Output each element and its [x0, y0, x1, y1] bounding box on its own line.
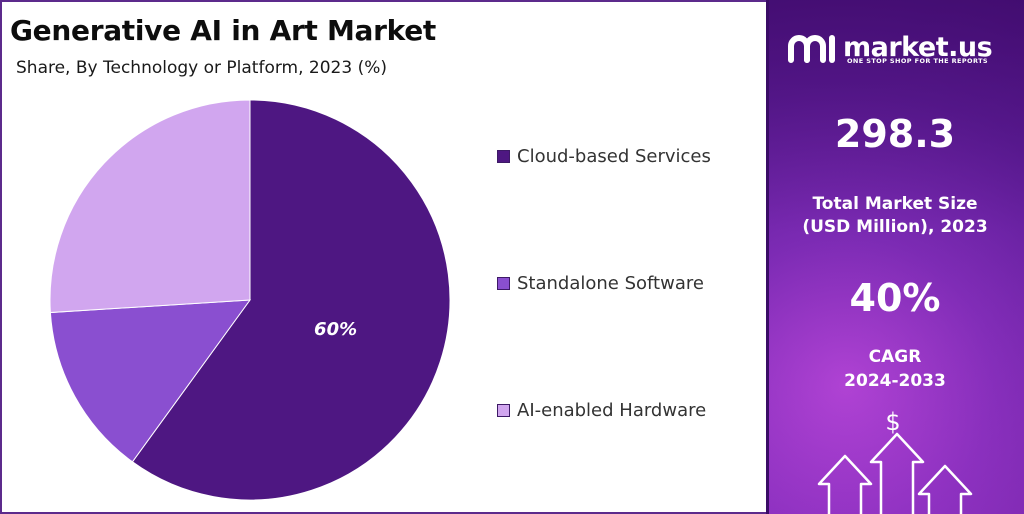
pie-chart: 60% [49, 99, 451, 501]
chart-subtitle: Share, By Technology or Platform, 2023 (… [16, 58, 388, 78]
legend-swatch [497, 150, 510, 163]
pie-slice-ai-enabled-hardware [49, 99, 251, 314]
brand-logo: market.us [787, 30, 993, 64]
legend-item-cloud-based-services: Cloud-based Services [497, 146, 711, 167]
market-size-label-line2: (USD Million), 2023 [802, 217, 988, 237]
brand-name: market.us [843, 31, 993, 63]
growth-arrows-icon: $ [817, 408, 973, 514]
legend-item-standalone-software: Standalone Software [497, 273, 704, 294]
legend-label: Cloud-based Services [517, 146, 711, 167]
legend-swatch [497, 404, 510, 417]
pie-slice-standalone-software [49, 299, 252, 463]
summary-panel: market.us ONE STOP SHOP FOR THE REPORTS … [766, 0, 1024, 514]
market-size-value: 298.3 [834, 112, 956, 156]
market-size-label-line1: Total Market Size [812, 194, 978, 214]
cagr-label-line1: CAGR [868, 347, 922, 367]
dollar-sign: $ [885, 408, 900, 436]
brand-tagline: ONE STOP SHOP FOR THE REPORTS [847, 57, 988, 65]
legend-label: AI-enabled Hardware [517, 400, 707, 421]
panel-background [769, 0, 1024, 514]
cagr-value: 40% [849, 276, 941, 320]
chart-title: Generative AI in Art Market [10, 14, 437, 47]
up-arrows [817, 432, 973, 514]
market-us-logo-icon [788, 35, 835, 63]
legend-label: Standalone Software [517, 273, 704, 294]
legend-item-ai-enabled-hardware: AI-enabled Hardware [497, 400, 706, 421]
legend-swatch [497, 277, 510, 290]
pie-data-label: 60% [314, 319, 357, 340]
cagr-label-line2: 2024-2033 [844, 371, 946, 391]
pie-slice-cloud-based-services [131, 99, 451, 501]
